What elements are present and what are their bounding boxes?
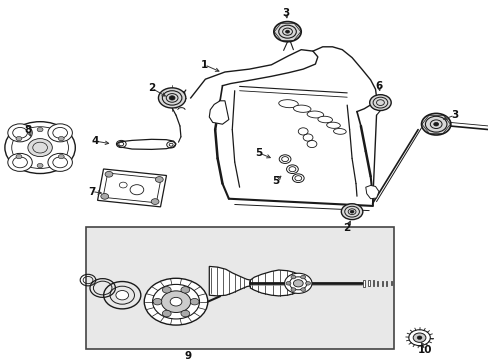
Text: 5: 5 xyxy=(272,176,279,186)
Ellipse shape xyxy=(317,116,332,123)
Circle shape xyxy=(305,282,310,285)
Polygon shape xyxy=(250,270,298,296)
Circle shape xyxy=(130,185,143,195)
Ellipse shape xyxy=(306,111,323,118)
Polygon shape xyxy=(209,101,228,124)
Text: 5: 5 xyxy=(255,148,262,158)
Circle shape xyxy=(292,174,304,183)
Ellipse shape xyxy=(326,122,340,129)
Circle shape xyxy=(155,177,163,183)
Circle shape xyxy=(416,336,421,339)
Text: 7: 7 xyxy=(88,186,96,197)
Circle shape xyxy=(37,127,43,132)
Circle shape xyxy=(28,139,52,157)
Circle shape xyxy=(421,113,450,135)
Circle shape xyxy=(169,96,175,100)
Text: 4: 4 xyxy=(91,136,99,146)
Circle shape xyxy=(408,330,429,346)
Circle shape xyxy=(341,204,362,220)
Circle shape xyxy=(290,288,295,291)
Text: 2: 2 xyxy=(343,222,350,233)
Polygon shape xyxy=(98,169,166,207)
Circle shape xyxy=(8,153,32,171)
Circle shape xyxy=(144,278,207,325)
Circle shape xyxy=(37,163,43,168)
Circle shape xyxy=(285,30,289,33)
Circle shape xyxy=(58,154,64,159)
Circle shape xyxy=(181,287,189,293)
Circle shape xyxy=(290,275,295,279)
Text: 6: 6 xyxy=(375,81,382,91)
Circle shape xyxy=(293,280,303,287)
Circle shape xyxy=(161,291,190,312)
Circle shape xyxy=(16,154,22,159)
Circle shape xyxy=(433,122,438,126)
Circle shape xyxy=(119,182,127,188)
Circle shape xyxy=(285,282,290,285)
Circle shape xyxy=(153,298,162,305)
Circle shape xyxy=(48,153,72,171)
Bar xyxy=(390,281,391,285)
Circle shape xyxy=(151,199,159,204)
Circle shape xyxy=(162,287,171,293)
Circle shape xyxy=(116,291,128,300)
Circle shape xyxy=(190,298,199,305)
Text: 3: 3 xyxy=(282,8,289,18)
Circle shape xyxy=(412,333,425,342)
Circle shape xyxy=(279,155,290,163)
Circle shape xyxy=(48,124,72,142)
Circle shape xyxy=(300,288,305,291)
Circle shape xyxy=(16,136,22,141)
Polygon shape xyxy=(209,266,250,296)
Circle shape xyxy=(58,136,64,141)
Text: 8: 8 xyxy=(25,125,32,135)
Circle shape xyxy=(152,284,199,319)
Circle shape xyxy=(284,273,311,293)
Circle shape xyxy=(158,88,185,108)
Circle shape xyxy=(273,22,301,42)
Ellipse shape xyxy=(333,129,346,134)
Circle shape xyxy=(101,193,108,199)
Circle shape xyxy=(300,275,305,279)
Bar xyxy=(376,281,378,286)
Bar xyxy=(363,280,365,287)
Circle shape xyxy=(289,277,306,290)
Circle shape xyxy=(170,297,182,306)
Circle shape xyxy=(286,165,298,174)
Text: 1: 1 xyxy=(201,60,207,70)
Text: 9: 9 xyxy=(184,351,191,360)
Circle shape xyxy=(5,122,75,174)
Circle shape xyxy=(8,124,32,142)
Circle shape xyxy=(349,210,353,213)
Bar xyxy=(367,280,369,287)
Ellipse shape xyxy=(293,105,310,112)
Text: 3: 3 xyxy=(450,110,457,120)
Circle shape xyxy=(105,171,113,177)
Bar xyxy=(372,280,373,286)
Circle shape xyxy=(369,95,390,111)
Ellipse shape xyxy=(278,100,298,108)
Text: 10: 10 xyxy=(417,345,432,355)
Bar xyxy=(381,281,382,286)
Text: 2: 2 xyxy=(148,83,155,93)
Bar xyxy=(85,227,393,349)
Circle shape xyxy=(162,310,171,317)
Circle shape xyxy=(181,310,189,317)
Polygon shape xyxy=(365,185,378,199)
Polygon shape xyxy=(116,139,176,149)
